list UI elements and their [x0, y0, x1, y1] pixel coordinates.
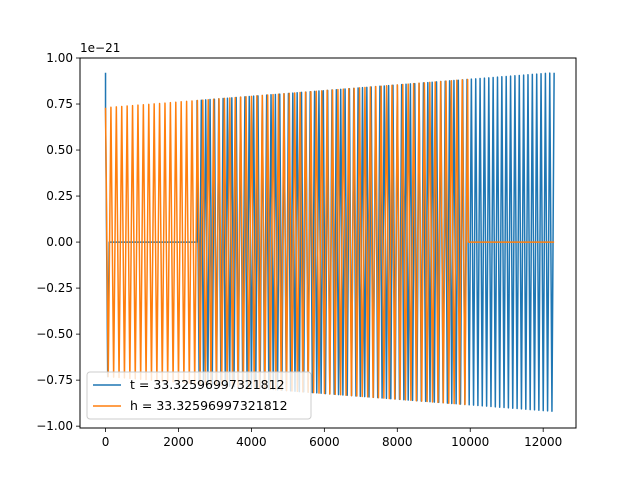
plot-area	[79, 57, 577, 429]
x-axis: 0 2000 4000 6000 8000 10000 12000	[102, 428, 562, 449]
x-tick-label: 8000	[382, 435, 413, 449]
legend: t = 33.32596997321812 h = 33.32596997321…	[86, 371, 312, 420]
series-layer	[104, 72, 555, 413]
y-offset-text: 1e−21	[80, 41, 120, 55]
x-tick-label: 4000	[236, 435, 267, 449]
y-tick-label: 0.50	[46, 143, 73, 157]
y-tick-label: 1.00	[46, 51, 73, 65]
y-tick-label: 0.00	[46, 235, 73, 249]
y-tick-label: 0.75	[46, 97, 73, 111]
x-tick-label: 0	[102, 435, 110, 449]
legend-label-t: t = 33.32596997321812	[130, 377, 285, 392]
x-tick-label: 10000	[451, 435, 489, 449]
axes-frame	[79, 57, 577, 429]
series-line-0	[104, 72, 555, 413]
y-tick-label: −0.75	[36, 373, 73, 387]
y-tick-label: −1.00	[36, 419, 73, 433]
x-tick-label: 2000	[163, 435, 194, 449]
y-tick-label: −0.25	[36, 281, 73, 295]
legend-frame	[86, 371, 312, 420]
series-line-1	[104, 78, 555, 406]
y-axis: −1.00 −0.75 −0.50 −0.25 0.00 0.25 0.50 0.75 1.00	[36, 51, 80, 433]
x-tick-label: 12000	[524, 435, 562, 449]
y-tick-label: −0.50	[36, 327, 73, 341]
x-tick-label: 6000	[309, 435, 340, 449]
y-tick-label: 0.25	[46, 189, 73, 203]
legend-label-h: h = 33.32596997321812	[130, 398, 288, 413]
